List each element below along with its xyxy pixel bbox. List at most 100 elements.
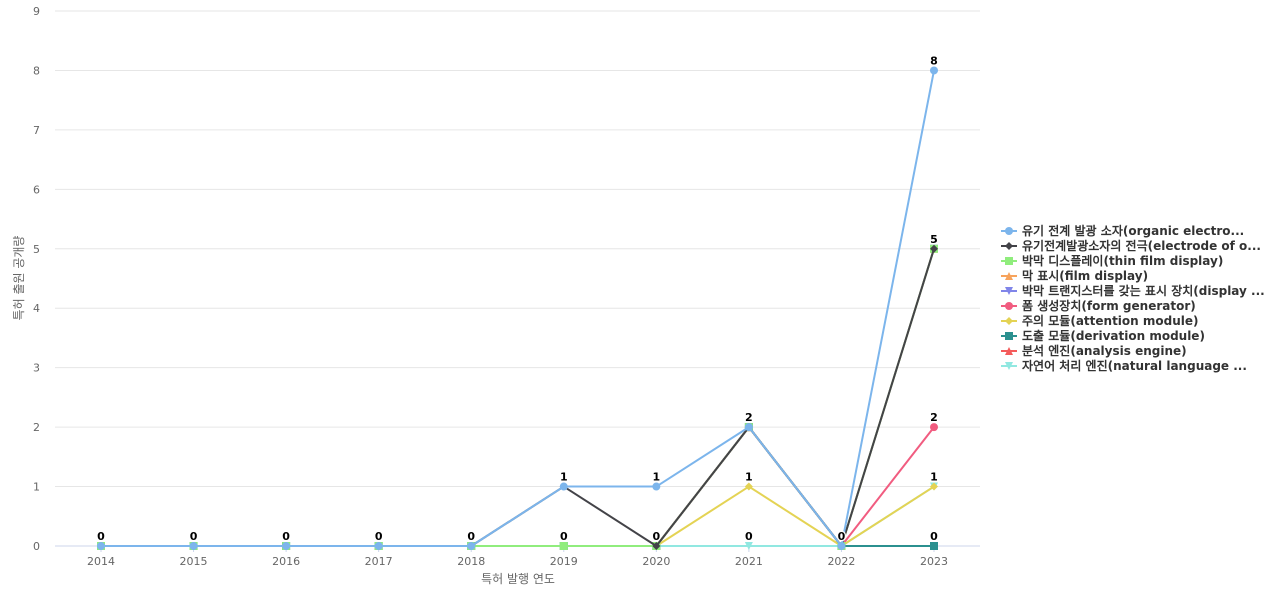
legend-marker [1005,332,1013,340]
legend-item[interactable]: 막 표시(film display) [1001,269,1148,283]
x-tick-label: 2014 [87,555,115,568]
legend-marker [1005,272,1013,280]
data-point [189,542,198,550]
data-label: 0 [282,530,290,543]
legend-item[interactable]: 폼 생성장치(form generator) [1001,298,1196,313]
x-tick-label: 2019 [550,555,578,568]
legend-label: 박막 디스플레이(thin film display) [1022,253,1223,268]
legend-marker [1005,257,1013,265]
data-point [559,482,568,491]
data-label: 1 [560,471,568,484]
data-label: 1 [930,471,938,484]
legend-marker [1005,347,1013,355]
data-point [744,423,753,432]
data-labels: 0 0 0 0 0 1 0 1 0 2 1 0 0 8 5 2 1 0 [96,53,940,544]
legend-marker [1005,287,1013,295]
legend-marker [1005,242,1013,250]
legend-item[interactable]: 자연어 처리 엔진(natural language ... [1001,358,1247,373]
data-point [930,244,938,253]
legend-label: 주의 모듈(attention module) [1022,313,1199,328]
y-tick-label: 5 [33,243,40,256]
data-point [930,66,938,75]
y-axis-title: 특허 출원 공개량 [12,236,26,321]
legend-marker [1005,227,1013,235]
x-tick-label: 2016 [272,555,300,568]
x-axis: 2014 2015 2016 2017 2018 2019 2020 2021 2022 2023 [87,546,948,568]
data-point [559,542,568,550]
y-tick-label: 2 [33,421,40,434]
legend-label: 폼 생성장치(form generator) [1022,298,1196,313]
data-label: 0 [560,530,568,543]
legend-item[interactable]: 박막 디스플레이(thin film display) [1001,253,1223,268]
legend-label: 박막 트랜지스터를 갖는 표시 장치(display ... [1022,283,1265,298]
y-tick-label: 3 [33,362,40,375]
data-point [282,542,291,550]
data-label: 2 [745,411,753,424]
data-point [930,542,938,550]
y-tick-label: 4 [33,302,40,315]
series-4 [97,244,938,550]
x-tick-label: 2017 [365,555,393,568]
legend: 유기 전계 발광 소자(organic electro...유기전계발광소자의 … [1001,223,1265,373]
data-label: 0 [467,530,475,543]
legend-item[interactable]: 유기전계발광소자의 전극(electrode of o... [1001,238,1261,253]
legend-label: 자연어 처리 엔진(natural language ... [1022,358,1247,373]
legend-item[interactable]: 도출 모듈(derivation module) [1001,328,1205,343]
series-2 [97,244,938,550]
data-point [374,542,383,550]
x-tick-label: 2015 [180,555,208,568]
series-line [100,247,935,547]
legend-label: 유기 전계 발광 소자(organic electro... [1022,223,1244,238]
data-label: 0 [838,530,846,543]
data-point [930,482,938,491]
data-label: 1 [745,471,753,484]
legend-label: 유기전계발광소자의 전극(electrode of o... [1022,238,1261,253]
legend-label: 분석 엔진(analysis engine) [1022,343,1187,358]
series-line [100,247,935,547]
x-axis-title: 특허 발행 연도 [481,571,555,586]
y-tick-label: 9 [33,5,40,18]
data-label: 0 [190,530,198,543]
data-point [97,542,105,550]
legend-marker [1005,302,1013,310]
y-axis: 0 1 2 3 4 5 6 7 8 9 [33,5,40,553]
series-5 [97,244,938,550]
legend-item[interactable]: 유기 전계 발광 소자(organic electro... [1001,223,1244,238]
data-label: 0 [930,530,938,543]
y-tick-label: 6 [33,183,40,196]
grid-lines [55,10,980,547]
legend-item[interactable]: 분석 엔진(analysis engine) [1001,343,1187,358]
data-point [930,423,938,432]
data-label: 5 [930,233,938,246]
series-line [100,247,935,547]
legend-marker [1005,317,1013,325]
series-line [100,247,935,547]
data-label: 0 [745,530,753,543]
data-point [744,542,753,550]
legend-item[interactable]: 박막 트랜지스터를 갖는 표시 장치(display ... [1001,283,1265,298]
legend-label: 막 표시(film display) [1022,269,1148,283]
y-tick-label: 8 [33,64,40,77]
data-point [837,542,846,550]
y-tick-label: 1 [33,481,40,494]
data-point [652,542,661,550]
y-tick-label: 7 [33,124,40,137]
series-1 [97,66,938,550]
data-point [652,482,661,491]
data-label: 8 [930,54,938,67]
series-3 [97,244,938,550]
data-label: 0 [375,530,383,543]
x-tick-label: 2021 [735,555,763,568]
legend-marker [1005,362,1013,370]
data-point [744,482,753,491]
series-lines [97,66,938,550]
data-label: 1 [653,471,661,484]
data-label: 0 [653,530,661,543]
y-tick-label: 0 [33,540,40,553]
data-label: 2 [930,411,938,424]
legend-item[interactable]: 주의 모듈(attention module) [1001,313,1199,328]
x-tick-label: 2022 [827,555,855,568]
data-point [467,542,476,550]
x-tick-label: 2023 [920,555,948,568]
